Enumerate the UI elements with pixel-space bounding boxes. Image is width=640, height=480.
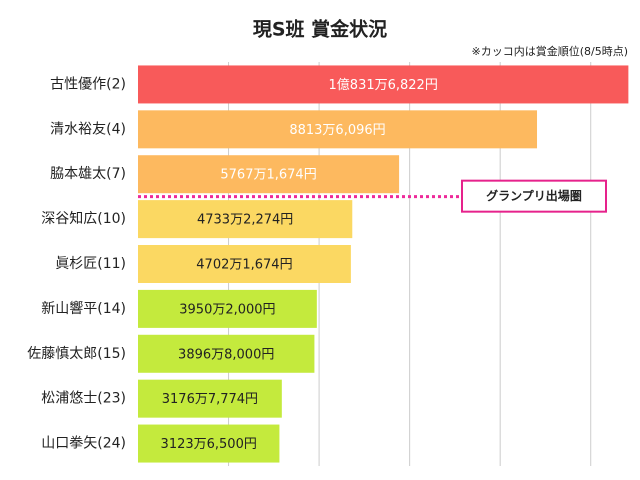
y-tick-label: 佐藤慎太郎(15)	[27, 346, 126, 362]
y-tick-label: 古性優作(2)	[50, 76, 126, 92]
value-label: 5767万1,674円	[220, 168, 316, 183]
bar	[138, 334, 315, 373]
value-label: 3176万7,774円	[162, 392, 258, 407]
value-label: 3123万6,500円	[161, 437, 257, 452]
y-tick-label: 脇本雄太(7)	[50, 166, 126, 182]
chart-subtitle: ※カッコ内は賞金順位(8/5時点)	[471, 44, 628, 58]
y-tick-label: 深谷知広(10)	[41, 210, 126, 227]
value-label: 4733万2,274円	[197, 213, 293, 228]
y-tick-label: 松浦悠士(23)	[41, 391, 126, 407]
bar	[138, 200, 353, 239]
value-label: 8813万6,096円	[289, 123, 385, 138]
value-label: 1億831万6,822円	[329, 77, 438, 93]
value-label: 3896万8,000円	[178, 347, 274, 362]
chart-title: 現S班 賞金状況	[253, 18, 387, 41]
bar	[138, 110, 538, 149]
bar	[138, 289, 317, 328]
y-tick-label: 眞杉匠(11)	[55, 256, 126, 272]
bar	[138, 379, 282, 418]
bar	[138, 424, 280, 463]
value-label: 3950万2,000円	[179, 302, 275, 317]
bar	[138, 245, 351, 283]
y-tick-label: 山口拳矢(24)	[41, 436, 126, 452]
annotation-box	[461, 179, 607, 213]
value-label: 4702万1,674円	[196, 258, 292, 273]
y-tick-label: 清水裕友(4)	[50, 121, 126, 137]
annotation: グランプリ出場圏	[486, 188, 582, 203]
y-tick-label: 新山響平(14)	[41, 300, 126, 317]
bar	[138, 65, 629, 104]
bar	[138, 155, 400, 194]
